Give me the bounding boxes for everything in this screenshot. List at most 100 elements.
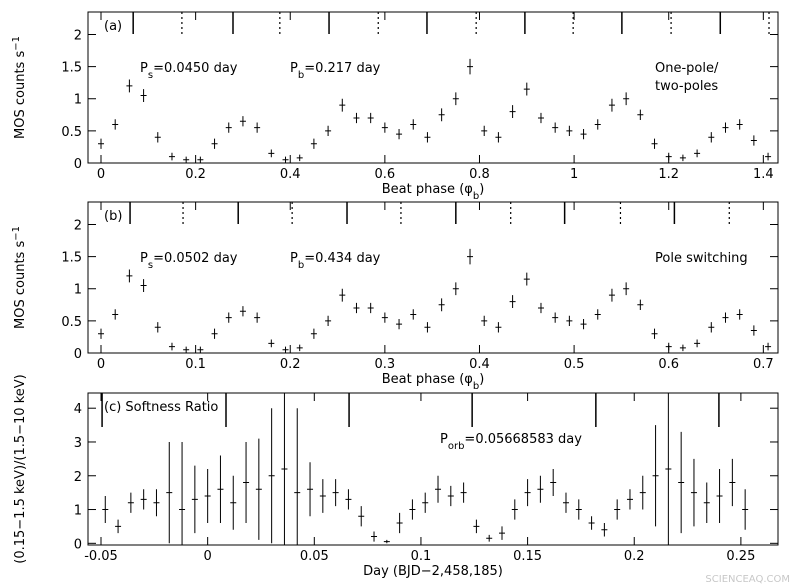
error-point bbox=[435, 475, 442, 503]
error-point bbox=[396, 512, 403, 534]
y-axis-label-sup: −1 bbox=[11, 226, 22, 241]
x-tick-label: 0.1 bbox=[185, 357, 206, 372]
annotation-text: Pole switching bbox=[655, 251, 748, 266]
annotation-rest: =0.05668583 day bbox=[464, 432, 582, 447]
error-point bbox=[140, 489, 147, 510]
error-point bbox=[460, 482, 467, 503]
error-point bbox=[481, 125, 488, 137]
error-point bbox=[282, 346, 289, 353]
error-point bbox=[679, 344, 686, 352]
error-point bbox=[652, 425, 659, 527]
annotation-text: P bbox=[290, 251, 298, 266]
x-tick-label: 0.4 bbox=[280, 167, 301, 182]
error-point bbox=[678, 431, 685, 534]
x-tick-label: 1 bbox=[570, 167, 578, 182]
error-point bbox=[166, 441, 173, 544]
error-point bbox=[742, 489, 749, 530]
data-points bbox=[98, 248, 772, 353]
y-axis-label-text: MOS counts s bbox=[13, 241, 28, 329]
error-point bbox=[665, 342, 672, 351]
x-tick-label: 0 bbox=[97, 167, 105, 182]
y-tick-label: 0 bbox=[74, 347, 82, 362]
error-point bbox=[268, 408, 275, 544]
error-point bbox=[183, 156, 190, 163]
y-axis-label: MOS counts s−1 bbox=[11, 36, 29, 139]
error-point bbox=[614, 499, 621, 520]
error-point bbox=[722, 312, 729, 323]
annotation-sub: orb bbox=[448, 441, 465, 452]
error-point bbox=[268, 149, 275, 158]
error-point bbox=[467, 58, 474, 75]
x-axis-label: Day (BJD−2,458,185) bbox=[363, 564, 503, 579]
annotation-rest: =0.217 day bbox=[304, 61, 380, 76]
error-point bbox=[396, 318, 403, 330]
y-tick-label: 0.5 bbox=[61, 315, 82, 330]
error-point bbox=[708, 322, 715, 333]
error-point bbox=[410, 309, 417, 320]
error-point bbox=[651, 328, 658, 339]
error-point bbox=[353, 112, 360, 124]
error-point bbox=[765, 342, 772, 351]
annotation-text: One-pole/ bbox=[655, 61, 719, 76]
error-point bbox=[694, 149, 701, 158]
x-tick-label: 0.1 bbox=[411, 549, 432, 564]
error-point bbox=[307, 462, 314, 517]
error-point bbox=[154, 322, 161, 333]
error-point bbox=[410, 119, 417, 130]
y-axis-label: (0.15−1.5 keV)/(1.5−10 keV) bbox=[13, 374, 28, 563]
annotation-text: P bbox=[140, 251, 148, 266]
error-point bbox=[168, 342, 175, 351]
annotation-rest: =0.0502 day bbox=[153, 251, 238, 266]
error-point bbox=[296, 154, 303, 162]
error-point bbox=[580, 318, 587, 330]
y-axis-label-text: MOS counts s bbox=[13, 51, 28, 139]
watermark: SCIENCEAQ.COM bbox=[705, 574, 790, 585]
y-tick-label: 0 bbox=[74, 537, 82, 552]
x-axis-label-sub: b bbox=[473, 381, 479, 392]
error-point bbox=[424, 132, 431, 143]
annotation: two-poles bbox=[655, 79, 718, 94]
error-point bbox=[736, 119, 743, 130]
plot-frame bbox=[87, 201, 779, 354]
annotation-sub: b bbox=[298, 70, 304, 81]
y-axis-label-text: (0.15−1.5 keV)/(1.5−10 keV) bbox=[13, 374, 28, 563]
x-tick-label: 0.4 bbox=[469, 357, 490, 372]
error-point bbox=[511, 499, 518, 520]
annotation-rest: =0.434 day bbox=[304, 251, 380, 266]
x-axis-label-text: Day (BJD−2,458,185) bbox=[363, 564, 503, 579]
error-point bbox=[566, 315, 573, 327]
error-point bbox=[183, 346, 190, 353]
data-points bbox=[98, 58, 772, 163]
x-tick-label: 0.15 bbox=[513, 549, 542, 564]
error-point bbox=[102, 496, 109, 524]
x-tick-label: 0.2 bbox=[280, 357, 301, 372]
error-point bbox=[294, 408, 301, 545]
error-point bbox=[319, 479, 326, 513]
error-point bbox=[126, 79, 133, 93]
y-tick-label: 0 bbox=[74, 157, 82, 172]
error-point bbox=[282, 156, 289, 163]
error-point bbox=[537, 475, 544, 503]
error-point bbox=[447, 485, 454, 507]
error-point bbox=[98, 138, 105, 149]
annotation: Pb=0.217 day bbox=[290, 61, 381, 81]
error-point bbox=[409, 499, 416, 520]
annotation-sub: s bbox=[148, 260, 153, 271]
error-point bbox=[339, 288, 346, 302]
error-point bbox=[225, 312, 232, 323]
error-point bbox=[325, 315, 332, 327]
y-tick-label: 1 bbox=[74, 504, 82, 519]
error-point bbox=[601, 523, 608, 537]
error-point bbox=[438, 298, 445, 312]
annotation-rest: =0.0450 day bbox=[153, 61, 238, 76]
error-point bbox=[98, 328, 105, 339]
error-point bbox=[268, 339, 275, 348]
error-point bbox=[140, 89, 147, 102]
error-point bbox=[537, 112, 544, 124]
error-point bbox=[694, 339, 701, 348]
error-point bbox=[575, 499, 582, 520]
error-point bbox=[239, 306, 246, 317]
x-tick-label: 0.5 bbox=[564, 357, 585, 372]
error-point bbox=[499, 526, 505, 540]
